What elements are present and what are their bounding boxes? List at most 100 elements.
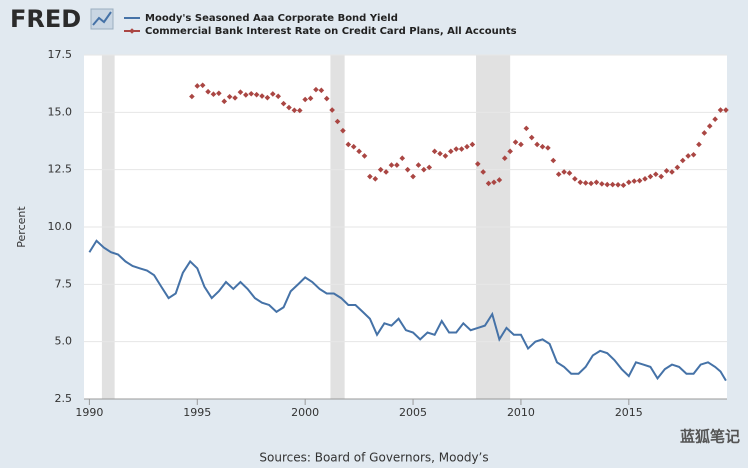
series-marker bbox=[663, 168, 670, 174]
series-marker bbox=[491, 179, 497, 186]
series-marker bbox=[264, 94, 271, 101]
series-marker bbox=[367, 173, 373, 180]
series-marker bbox=[615, 182, 621, 188]
series-marker bbox=[609, 181, 616, 188]
series-marker bbox=[501, 155, 508, 161]
series-marker bbox=[577, 179, 584, 186]
series-marker bbox=[431, 148, 438, 155]
series-marker bbox=[383, 169, 389, 175]
series-marker bbox=[550, 157, 557, 164]
series-marker bbox=[270, 91, 276, 97]
series-marker bbox=[474, 161, 481, 167]
series-marker bbox=[394, 162, 400, 168]
series-marker bbox=[539, 143, 546, 150]
series-marker bbox=[593, 179, 600, 186]
series-marker bbox=[388, 162, 395, 168]
series-marker bbox=[523, 125, 530, 132]
series-marker bbox=[518, 141, 524, 148]
series-marker bbox=[426, 164, 433, 171]
series-marker bbox=[210, 91, 217, 98]
x-tick-label: 2010 bbox=[507, 406, 535, 419]
series-marker bbox=[642, 176, 648, 182]
series-marker bbox=[313, 86, 319, 93]
series-marker bbox=[334, 118, 341, 125]
series-marker bbox=[469, 141, 476, 148]
series-marker bbox=[534, 141, 540, 148]
series-marker bbox=[232, 95, 238, 101]
series-marker bbox=[636, 177, 643, 184]
series-marker bbox=[566, 170, 573, 176]
x-tick-label: 1990 bbox=[75, 406, 103, 419]
series-marker bbox=[464, 143, 470, 150]
series-marker bbox=[485, 180, 492, 187]
series-marker bbox=[291, 107, 298, 114]
y-tick-label: 15.0 bbox=[48, 105, 73, 118]
series-marker bbox=[458, 146, 465, 152]
x-tick-label: 2015 bbox=[615, 406, 643, 419]
series-marker bbox=[679, 157, 686, 164]
logo-icon bbox=[90, 8, 114, 30]
series-marker bbox=[226, 93, 233, 100]
series-marker bbox=[356, 148, 362, 155]
series-marker bbox=[377, 166, 384, 173]
series-marker bbox=[248, 90, 255, 97]
series-marker bbox=[496, 177, 503, 183]
series-marker bbox=[329, 107, 335, 113]
series-marker bbox=[415, 162, 422, 168]
series-marker bbox=[199, 82, 206, 89]
series-marker bbox=[205, 88, 211, 95]
series-marker bbox=[243, 92, 249, 98]
series-marker bbox=[340, 127, 346, 134]
series-marker bbox=[658, 173, 664, 180]
series-marker bbox=[453, 146, 460, 152]
series-marker bbox=[280, 100, 287, 107]
series-marker bbox=[507, 148, 513, 155]
series-marker bbox=[194, 83, 201, 89]
watermark: 蓝狐笔记 bbox=[680, 428, 740, 446]
series-marker bbox=[599, 181, 605, 187]
series-marker bbox=[545, 145, 551, 151]
y-axis-label: Percent bbox=[15, 206, 28, 248]
source: Sources: Board of Governors, Moody’s bbox=[259, 451, 488, 465]
series-marker bbox=[221, 98, 228, 105]
series-marker bbox=[685, 153, 691, 159]
series-marker bbox=[674, 164, 681, 171]
series-marker bbox=[275, 93, 281, 100]
y-tick-label: 17.5 bbox=[48, 48, 73, 61]
series-marker bbox=[296, 107, 303, 114]
series-marker bbox=[323, 95, 330, 102]
series-marker bbox=[626, 179, 632, 186]
series-marker bbox=[572, 176, 578, 182]
series-marker bbox=[712, 116, 718, 123]
x-tick-label: 1995 bbox=[183, 406, 211, 419]
series-marker bbox=[350, 143, 357, 150]
series-marker bbox=[652, 171, 659, 178]
series-marker bbox=[372, 176, 379, 182]
series-marker bbox=[318, 87, 325, 94]
series-marker bbox=[302, 96, 308, 103]
series-marker bbox=[604, 181, 611, 188]
series-marker bbox=[717, 107, 724, 113]
series-marker bbox=[237, 89, 244, 95]
series-marker bbox=[259, 93, 265, 99]
series-marker bbox=[669, 169, 675, 175]
x-tick-label: 2005 bbox=[399, 406, 427, 419]
series-marker bbox=[512, 139, 519, 145]
logo: FRED bbox=[10, 5, 81, 33]
series-marker bbox=[696, 141, 702, 148]
series-marker bbox=[253, 91, 260, 98]
series-marker bbox=[442, 153, 449, 159]
series-marker bbox=[345, 141, 352, 148]
series-marker bbox=[437, 150, 443, 157]
series-marker bbox=[216, 90, 222, 97]
series-marker bbox=[399, 155, 406, 161]
series-marker bbox=[421, 166, 427, 173]
series-marker bbox=[404, 166, 411, 173]
legend-marker bbox=[129, 28, 135, 34]
y-tick-label: 10.0 bbox=[48, 220, 73, 233]
y-tick-label: 12.5 bbox=[48, 163, 73, 176]
series-marker bbox=[701, 130, 708, 136]
series-marker bbox=[555, 171, 562, 178]
series-marker bbox=[561, 169, 567, 175]
